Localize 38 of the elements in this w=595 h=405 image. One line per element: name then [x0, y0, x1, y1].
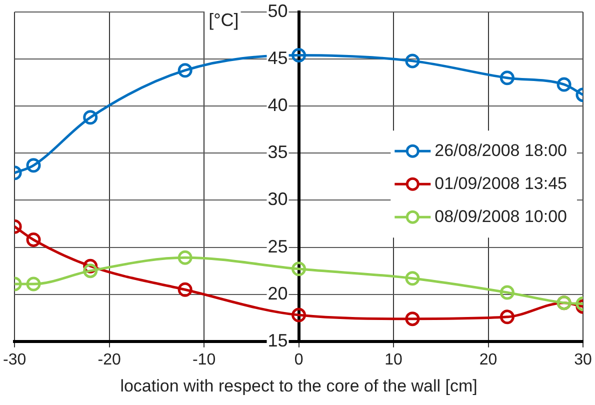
x-tick-label: -10	[192, 351, 216, 368]
x-tick-label: 10	[384, 351, 403, 368]
point	[178, 250, 192, 265]
y-tick-label: 40	[268, 95, 288, 116]
point	[26, 276, 41, 292]
point	[178, 63, 192, 78]
y-tick-label: 35	[268, 142, 288, 162]
y-tick-label: 15	[268, 330, 288, 350]
point	[83, 264, 98, 278]
point	[500, 310, 514, 324]
point	[292, 262, 306, 276]
y-tick-label: 30	[268, 189, 288, 210]
point	[178, 282, 192, 297]
x-tick-label: -30	[3, 351, 26, 368]
y-tick-label: 25	[268, 236, 288, 256]
point	[556, 77, 572, 92]
x-axis-title: location with respect to the core of the wall [cm]	[120, 376, 478, 396]
x-tick-label: -20	[98, 351, 121, 368]
point	[405, 54, 420, 68]
legend-label: 08/09/2008 10:00	[434, 206, 568, 226]
point	[26, 158, 41, 173]
x-tick-label: 20	[479, 351, 498, 368]
point	[26, 232, 41, 248]
x-tick-label: 0	[294, 351, 304, 368]
point	[292, 48, 306, 63]
y-tick-label: 50	[268, 0, 288, 21]
legend-label: 01/09/2008 13:45	[434, 174, 568, 193]
y-tick-label: 20	[268, 283, 288, 304]
point	[405, 271, 420, 286]
point	[405, 312, 420, 326]
point	[500, 70, 514, 86]
y-axis-title: [°C]	[208, 10, 239, 30]
point	[500, 285, 514, 300]
y-tick-label: 45	[268, 48, 288, 68]
legend-label: 26/08/2008 18:00	[434, 140, 568, 160]
point	[83, 110, 98, 125]
x-tick-label: 30	[574, 351, 592, 368]
point	[292, 308, 306, 322]
